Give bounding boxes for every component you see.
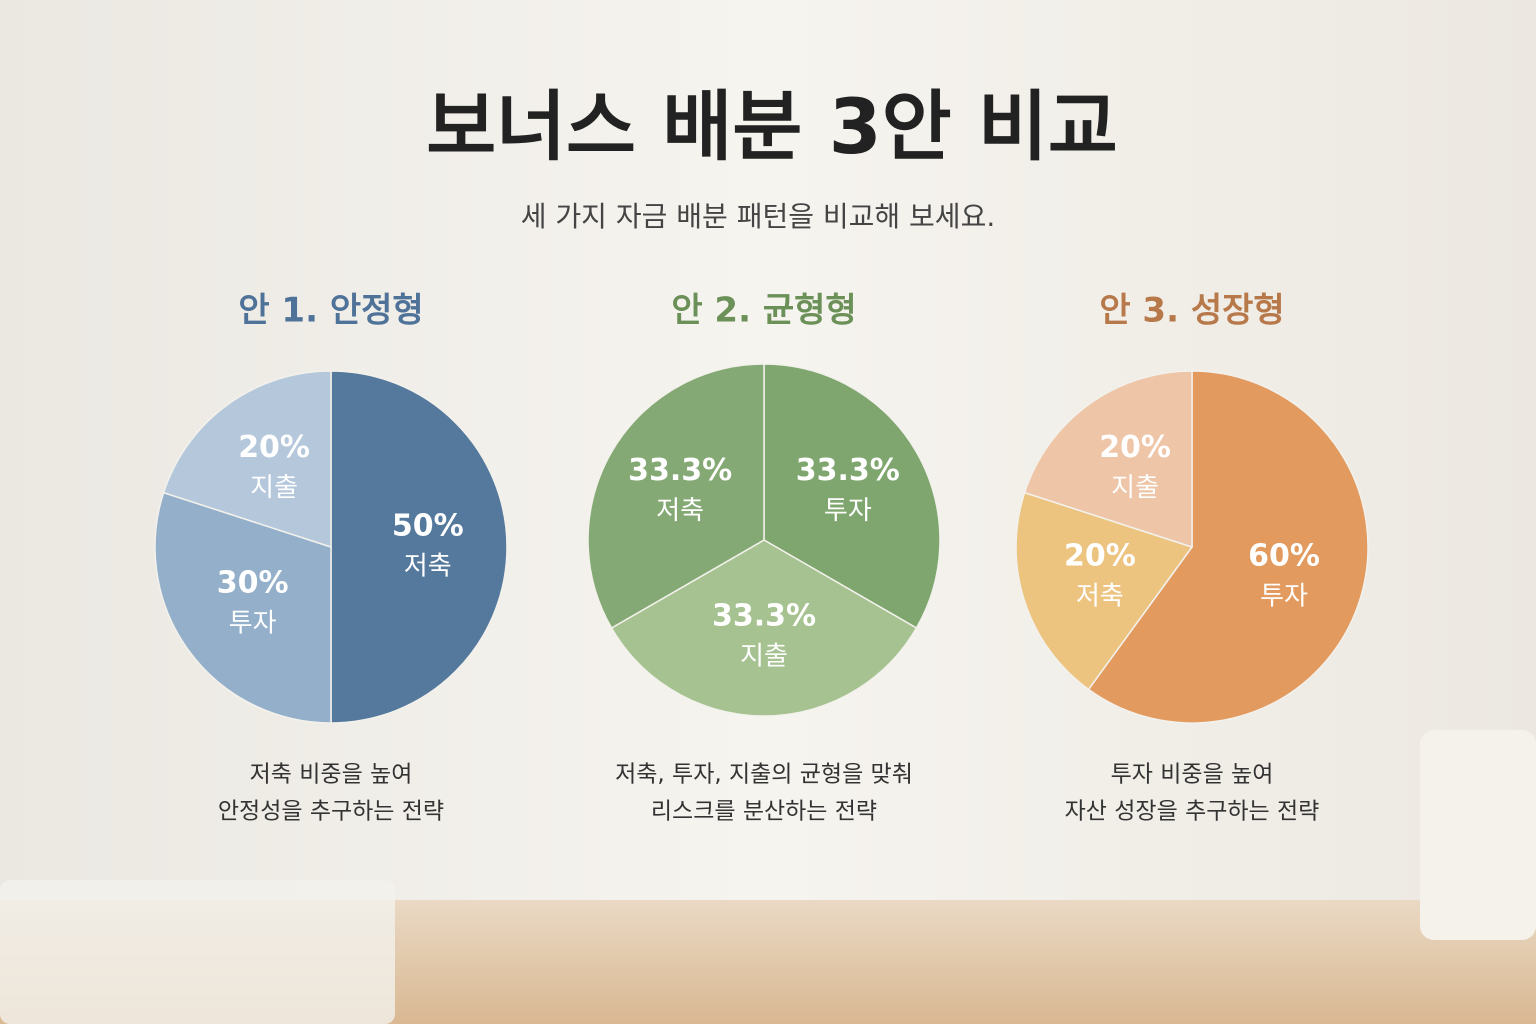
- subtitle: 세 가지 자금 배분 패턴을 비교해 보세요.: [521, 200, 995, 233]
- chart-description: 투자 비중을 높여: [1111, 762, 1274, 788]
- chart-title: 안 2. 균형형: [671, 291, 856, 331]
- slice-category-label: 투자: [1260, 581, 1308, 611]
- slice-category-label: 지출: [1111, 473, 1159, 503]
- slice-value-label: 20%: [238, 430, 310, 465]
- slice-value-label: 20%: [1064, 538, 1136, 573]
- slice-category-label: 투자: [229, 608, 277, 638]
- slice-value-label: 20%: [1099, 430, 1171, 465]
- slice-category-label: 저축: [1076, 581, 1124, 611]
- chart-description: 자산 성장을 추구하는 전략: [1065, 799, 1320, 825]
- pie-slice: [1087, 370, 1369, 724]
- slice-value-label: 60%: [1248, 538, 1320, 573]
- slice-value-label: 33.3%: [796, 453, 900, 488]
- pie-slice: [763, 363, 941, 630]
- slice-value-label: 33.3%: [712, 598, 816, 633]
- slice-category-label: 투자: [824, 496, 872, 526]
- slice-category-label: 저축: [656, 496, 704, 526]
- title: 보너스 배분 3안 비교: [426, 82, 1118, 171]
- slice-category-label: 저축: [404, 552, 452, 582]
- chart-title: 안 1. 안정형: [238, 291, 423, 331]
- pie-slice: [1015, 491, 1194, 691]
- pie-slice: [162, 370, 332, 549]
- pie-slice: [330, 370, 508, 724]
- slice-value-label: 30%: [217, 565, 289, 600]
- chart-description: 저축 비중을 높여: [250, 762, 413, 788]
- chart-description: 리스크를 분산하는 전략: [651, 799, 877, 825]
- chart-title: 안 3. 성장형: [1099, 291, 1284, 331]
- chart-description: 저축, 투자, 지출의 균형을 맞춰: [615, 762, 913, 788]
- slice-category-label: 지출: [250, 473, 298, 503]
- mug: [1420, 730, 1536, 940]
- slice-category-label: 지출: [740, 641, 788, 671]
- chart-description: 안정성을 추구하는 전략: [218, 799, 444, 825]
- slice-value-label: 50%: [392, 509, 464, 544]
- pie-slice: [154, 491, 332, 724]
- notebook: [0, 880, 395, 1024]
- slice-value-label: 33.3%: [628, 453, 732, 488]
- pie-slice: [587, 363, 765, 630]
- pie-slice: [610, 539, 918, 717]
- pie-slice: [1023, 370, 1193, 549]
